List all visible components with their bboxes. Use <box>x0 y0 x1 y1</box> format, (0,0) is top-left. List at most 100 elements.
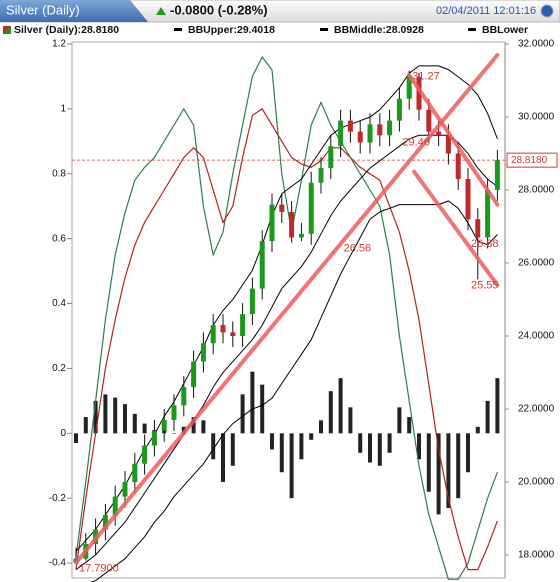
histogram-bar <box>270 433 274 450</box>
histogram-bar <box>485 400 490 434</box>
candle-body <box>240 314 246 337</box>
bollinger-band <box>90 200 498 582</box>
candle-body <box>445 135 451 154</box>
histogram-bar <box>250 371 255 434</box>
histogram-bar <box>113 397 118 434</box>
price-annotation: 25.55 <box>471 279 499 291</box>
legend-label: Silver (Daily):28.8180 <box>14 24 119 36</box>
histogram-bar <box>368 433 372 463</box>
candle-body <box>269 204 275 242</box>
price-annotation: 29.46 <box>402 137 430 149</box>
histogram-bar <box>338 378 343 434</box>
candle-body <box>347 120 353 132</box>
histogram-bar <box>407 417 412 434</box>
y2-tick-label: 30.0000 <box>518 112 555 123</box>
legend-swatch <box>3 26 11 34</box>
timestamp: 02/04/2011 12:01:16 <box>436 5 536 17</box>
candle-body <box>485 190 491 238</box>
candle-body <box>357 131 363 143</box>
y-tick-label: 0.2 <box>52 363 66 374</box>
legend-swatch <box>468 28 476 31</box>
candle-body <box>494 160 500 191</box>
y-tick-label: 1 <box>60 104 66 115</box>
candle-body <box>298 233 304 238</box>
candle-body <box>142 445 148 464</box>
candle-body <box>436 131 442 136</box>
legend-label: BBMiddle:28.0928 <box>334 24 424 36</box>
price-annotation: 26.56 <box>344 242 372 254</box>
candle-body <box>112 496 118 515</box>
histogram-bar <box>426 433 431 492</box>
histogram-bar <box>172 433 176 434</box>
histogram-bar <box>417 433 421 460</box>
histogram-bar <box>279 433 284 473</box>
trend-line <box>74 52 500 565</box>
last-price-box <box>506 152 558 168</box>
candle-body <box>249 288 255 315</box>
price-annotation: 31.27 <box>412 71 440 83</box>
candle-body <box>220 325 226 333</box>
candle-body <box>396 98 402 121</box>
candle-body <box>387 120 393 136</box>
legend-swatch <box>174 28 182 31</box>
candle-body <box>318 168 324 183</box>
symbol-tab[interactable] <box>0 0 148 22</box>
price-annotation: 26.68 <box>471 238 499 250</box>
candle-body <box>338 120 344 147</box>
histogram-bar <box>132 413 137 434</box>
candle-body <box>289 211 295 238</box>
histogram-bar <box>289 433 294 499</box>
y2-tick-label: 22.0000 <box>518 404 555 415</box>
histogram-bar <box>495 378 500 434</box>
histogram-bar <box>93 400 98 434</box>
y2-tick-label: 28.0000 <box>518 185 555 196</box>
candle-body <box>416 76 422 110</box>
y-tick-label: 0.4 <box>52 298 66 309</box>
y2-tick-label: 32.0000 <box>518 39 555 50</box>
price-annotation: 17.7900 <box>79 563 119 575</box>
histogram-bar <box>377 433 382 466</box>
histogram-bar <box>299 433 304 460</box>
histogram-bar <box>221 433 225 482</box>
candle-body <box>171 405 177 420</box>
candle-body <box>181 387 187 406</box>
histogram-bar <box>211 433 216 460</box>
candle-body <box>465 179 471 220</box>
histogram-bar <box>466 433 470 473</box>
candle-body <box>210 325 216 344</box>
candle-body <box>308 182 314 234</box>
candle-body <box>328 146 334 169</box>
y-tick-label: 0.6 <box>52 233 66 244</box>
histogram-bar <box>103 394 108 434</box>
histogram-bar <box>260 384 265 434</box>
histogram-bar <box>240 394 245 434</box>
histogram-bar <box>358 433 363 453</box>
trend-line <box>407 73 500 207</box>
y2-tick-label: 26.0000 <box>518 258 555 269</box>
candle-body <box>406 76 412 99</box>
y-tick-label: -0.2 <box>49 493 67 504</box>
up-arrow <box>156 7 166 15</box>
candle-body <box>161 419 167 431</box>
oscillator-line <box>75 55 498 580</box>
histogram-bar <box>191 417 196 434</box>
histogram-bar <box>475 426 480 434</box>
candle-body <box>200 343 206 362</box>
y-tick-label: 1.2 <box>52 39 66 50</box>
histogram-bar <box>230 433 235 466</box>
last-price-label: 28.8180 <box>511 155 548 166</box>
candle-body <box>279 204 285 212</box>
change-text: -0.0800 (-0.28%) <box>170 2 268 17</box>
histogram-bar <box>201 420 206 434</box>
histogram-bar <box>74 433 78 444</box>
y-tick-label: 0.8 <box>52 168 66 179</box>
y2-tick-label: 24.0000 <box>518 331 555 342</box>
settings-button[interactable] <box>540 4 554 18</box>
histogram-bar <box>123 404 127 434</box>
legend-label: BBUpper:29.4018 <box>188 24 275 36</box>
candle-body <box>230 332 236 337</box>
symbol-title: Silver (Daily) <box>6 2 80 17</box>
legend-swatch <box>320 28 328 31</box>
candle-body <box>367 124 373 143</box>
